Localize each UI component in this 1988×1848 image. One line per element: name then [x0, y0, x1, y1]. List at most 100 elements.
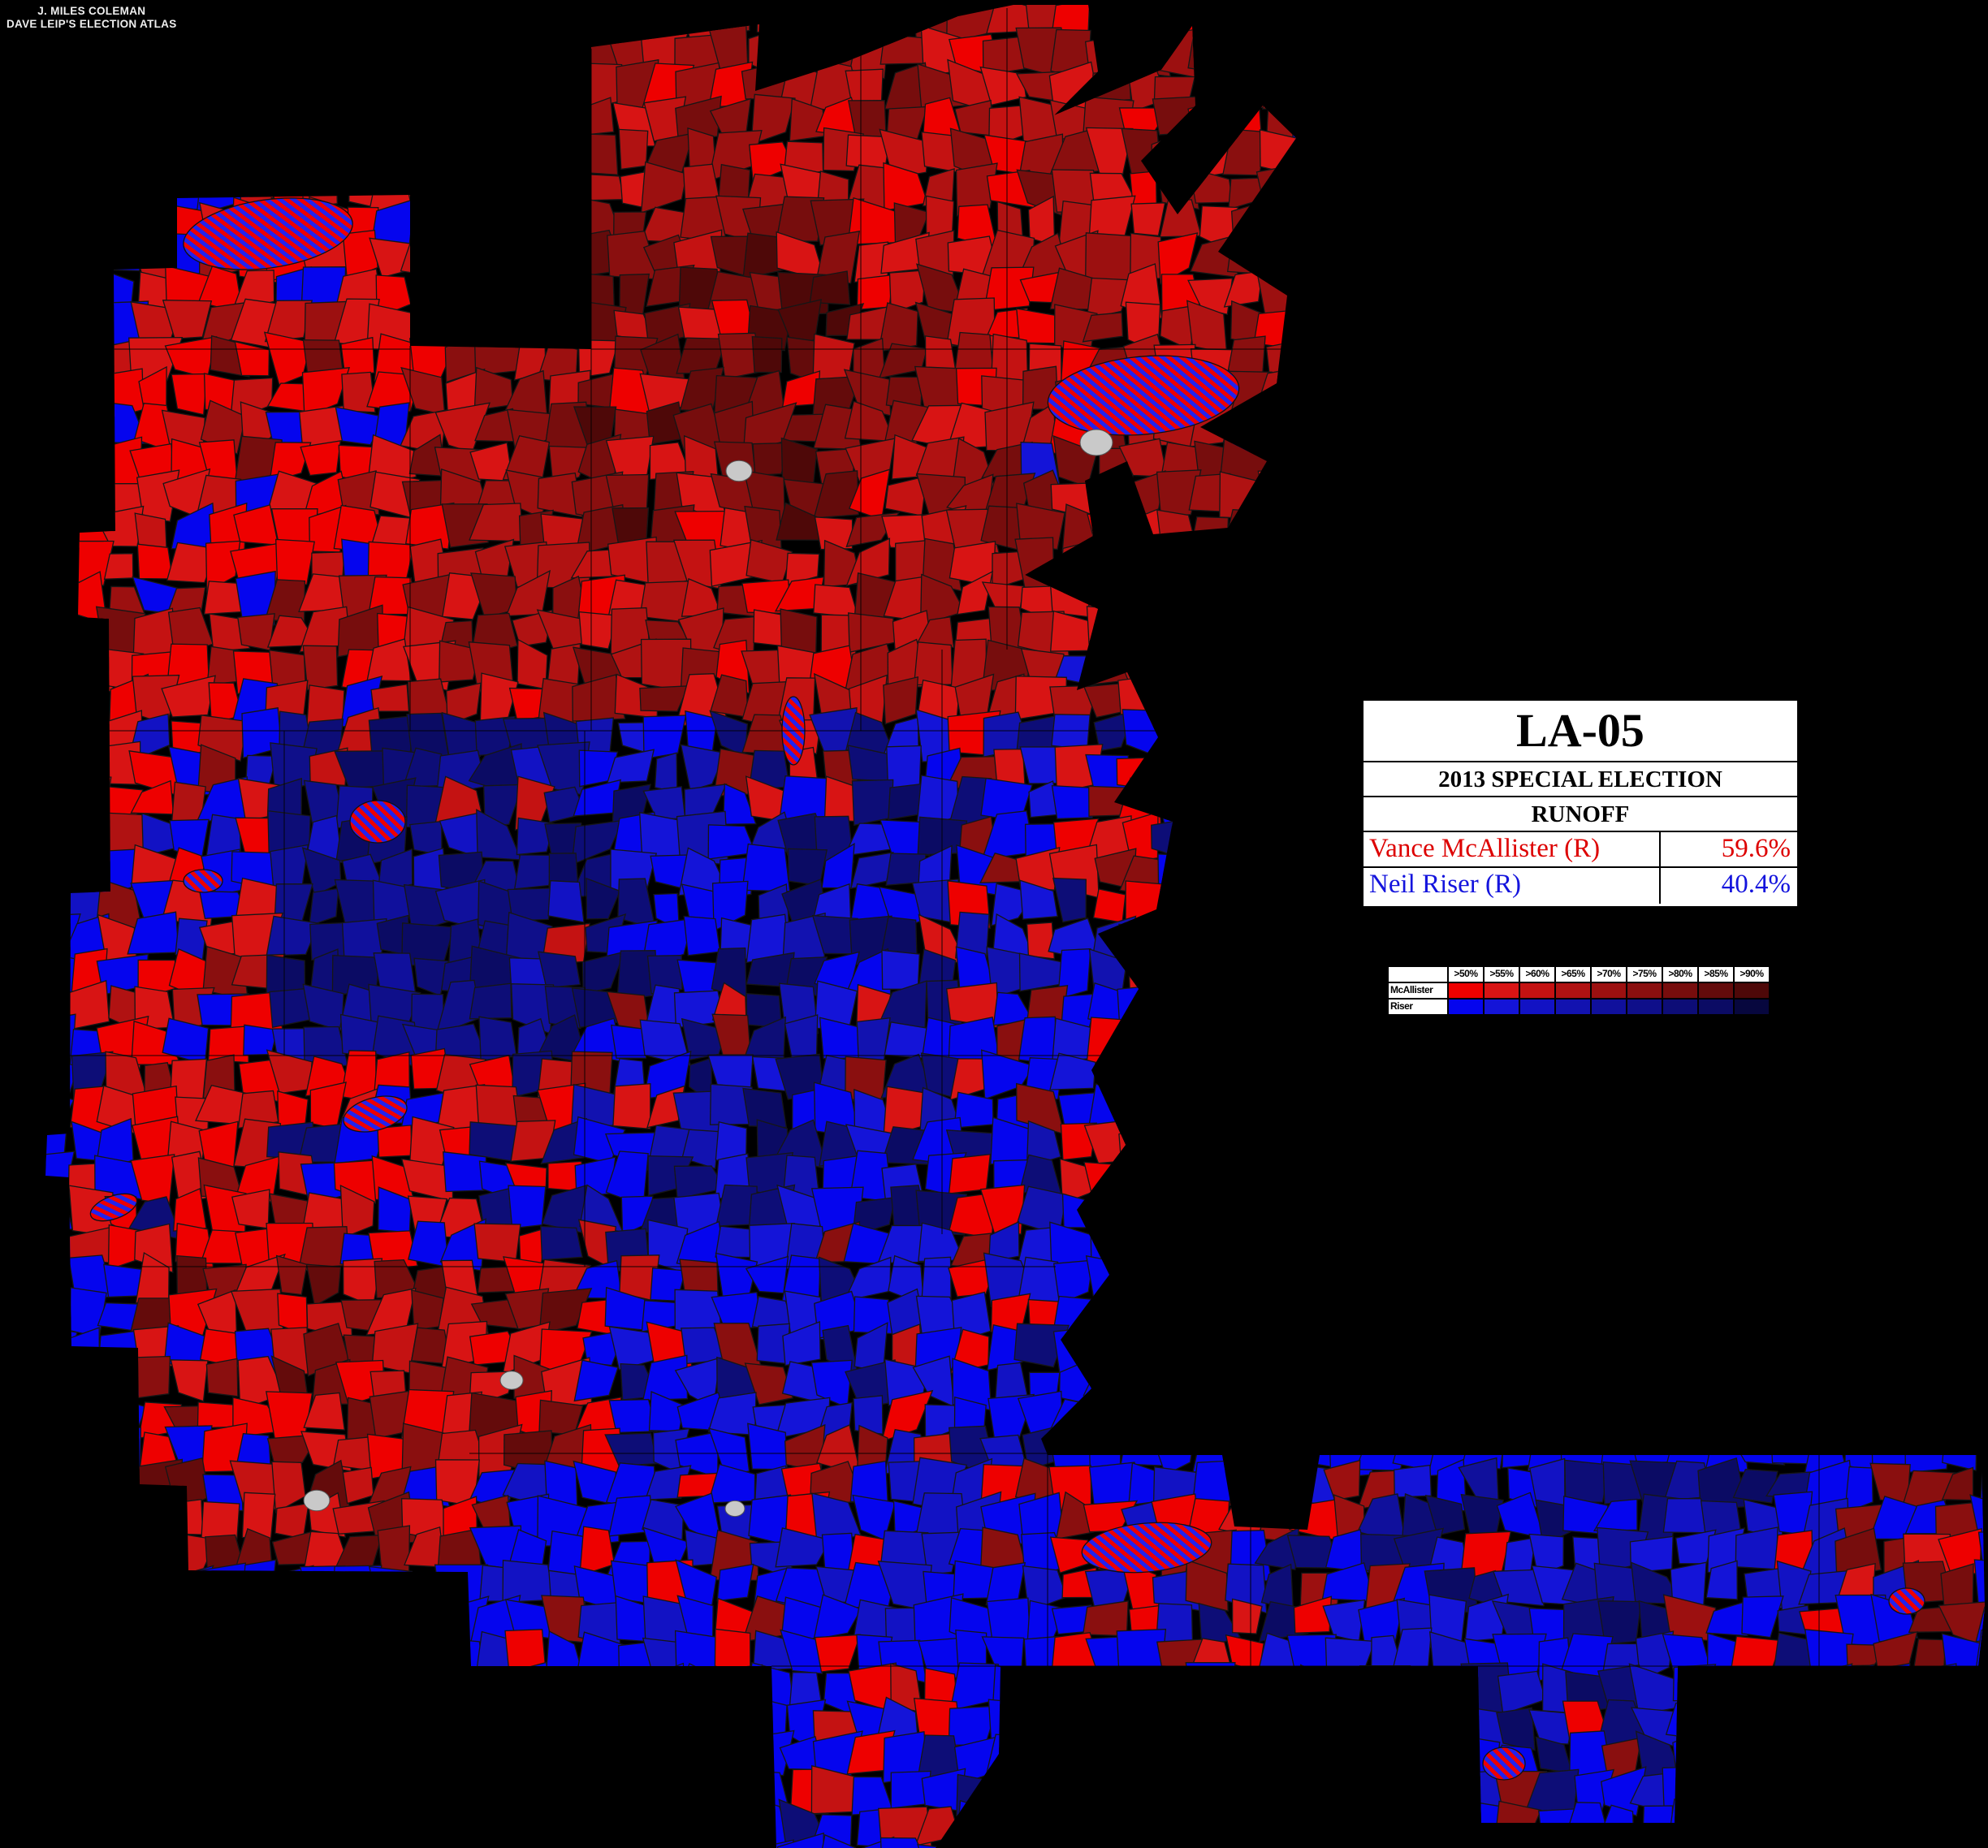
map-precinct-cell: [1049, 1052, 1096, 1090]
map-precinct-cell: [366, 638, 412, 682]
candidate-percentage: 40.4%: [1721, 870, 1791, 899]
legend-corner-cell: [1388, 966, 1448, 982]
credit-author: J. MILES COLEMAN: [37, 5, 146, 17]
map-precinct-cell: [1092, 888, 1126, 923]
candidate-row-riser: Neil Riser (R) 40.4%: [1364, 866, 1797, 904]
map-precinct-cell: [300, 440, 342, 477]
legend-swatch: [1627, 982, 1662, 999]
map-precinct-cell: [913, 641, 953, 686]
legend-swatch: [1484, 982, 1519, 999]
map-precinct-cell: [538, 1288, 593, 1335]
map-precinct-cell: [883, 676, 919, 725]
legend-swatch: [1698, 999, 1734, 1015]
map-precinct-cell: [1938, 1600, 1985, 1649]
map-precinct-cell: [377, 1125, 413, 1158]
map-precinct-cell: [775, 1527, 832, 1568]
map-precinct-cell: [309, 887, 339, 927]
map-precinct-cell: [340, 336, 375, 376]
map-precinct-cell: [1086, 277, 1133, 320]
map-precinct-cell: [508, 1185, 547, 1229]
map-precinct-cell: [302, 645, 339, 691]
candidate-name: Neil Riser (R): [1364, 868, 1661, 904]
map-precinct-cell: [1564, 1459, 1610, 1503]
map-precinct-cell: [646, 954, 683, 995]
map-precinct-cell: [642, 715, 687, 760]
tie-precinct: [343, 1095, 408, 1133]
map-precinct-cell: [473, 1223, 521, 1263]
map-precinct-cell: [612, 1083, 651, 1130]
map-precinct-cell: [303, 1392, 346, 1431]
legend-bin-label: >65%: [1555, 966, 1591, 982]
map-precinct-cell: [1975, 1594, 1985, 1643]
legend-bin-label: >70%: [1591, 966, 1627, 982]
map-precinct-cell: [1496, 1707, 1536, 1751]
map-precinct-cell: [171, 373, 208, 416]
map-precinct-cell: [166, 542, 218, 584]
map-precinct-cell: [742, 1087, 788, 1129]
map-precinct-cell: [305, 814, 343, 864]
tie-precinct: [349, 800, 406, 844]
map-precinct-cell: [680, 744, 726, 792]
legend-swatch: [1734, 999, 1770, 1015]
map-precinct-cell: [1130, 202, 1166, 237]
map-precinct-cell: [172, 1187, 207, 1232]
map-precinct-cell: [581, 951, 625, 995]
map-precinct-cell: [441, 711, 482, 758]
map-precinct-cell: [305, 1263, 342, 1307]
map-precinct-cell: [439, 640, 482, 683]
map-precinct-cell: [264, 300, 313, 343]
map-precinct-cell: [572, 674, 626, 722]
map-precinct-cell: [784, 552, 820, 586]
map-precinct-cell: [845, 538, 891, 587]
map-precinct-cell: [275, 1254, 308, 1296]
map-precinct-cell: [877, 1224, 932, 1264]
map-precinct-cell: [341, 371, 376, 413]
credit-source: DAVE LEIP'S ELECTION ATLAS: [6, 18, 177, 30]
map-precinct-cell: [339, 1013, 382, 1057]
map-precinct-cell: [205, 1358, 239, 1397]
legend-swatch: [1591, 999, 1627, 1015]
map-precinct-cell: [1593, 1498, 1638, 1531]
map-precinct-cell: [888, 783, 923, 821]
map-precinct-cell: [1528, 1533, 1564, 1577]
no-vote-precinct: [303, 1489, 331, 1512]
no-vote-precinct: [1079, 429, 1113, 456]
map-precinct-cell: [751, 335, 783, 373]
map-precinct-cell: [809, 270, 851, 305]
map-precinct-cell: [170, 1359, 209, 1402]
map-precinct-cell: [1732, 1468, 1778, 1504]
legend-bin-label: >90%: [1734, 966, 1770, 982]
map-precinct-cell: [1325, 1529, 1370, 1574]
map-precinct-cell: [881, 949, 920, 990]
tie-precinct: [1888, 1587, 1925, 1615]
no-vote-precinct: [499, 1371, 524, 1390]
map-precinct-cell: [1394, 1464, 1432, 1498]
legend-swatch: [1662, 999, 1698, 1015]
legend-bin-label: >55%: [1484, 966, 1519, 982]
map-precinct-cell: [442, 1151, 487, 1193]
map-precinct-cell: [234, 340, 270, 377]
map-precinct-cell: [1018, 1016, 1057, 1065]
map-precinct-cell: [654, 752, 678, 793]
map-precinct-cell: [681, 1017, 728, 1061]
map-precinct-cell: [342, 229, 378, 281]
map-precinct-cell: [201, 1500, 240, 1540]
map-precinct-cell: [1705, 1560, 1738, 1600]
map-precinct-cell: [1049, 1536, 1089, 1574]
map-precinct-cell: [1015, 847, 1061, 891]
map-precinct-cell: [1980, 1460, 1985, 1513]
map-precinct-cell: [162, 300, 213, 339]
legend-bin-label: >75%: [1627, 966, 1662, 982]
map-precinct-cell: [986, 1597, 1031, 1643]
tie-precinct: [183, 197, 353, 270]
district-title: LA-05: [1516, 704, 1644, 757]
map-precinct-cell: [611, 1024, 649, 1059]
legend-swatch: [1484, 999, 1519, 1015]
map-precinct-cell: [948, 1153, 992, 1194]
tie-precinct: [183, 869, 223, 893]
map-precinct-cell: [878, 302, 918, 352]
map-precinct-cell: [136, 543, 174, 580]
no-vote-precinct: [724, 1500, 746, 1518]
map-precinct-cell: [780, 1629, 825, 1674]
